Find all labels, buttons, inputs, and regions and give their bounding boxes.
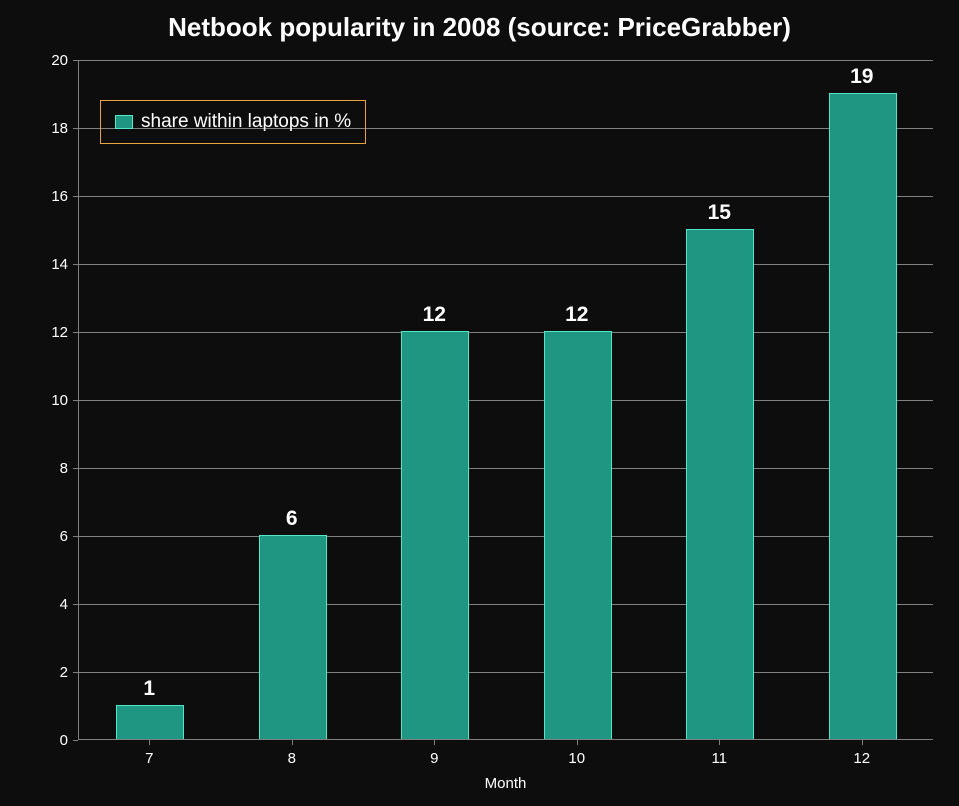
y-tick-mark	[73, 740, 78, 741]
y-tick-label: 4	[28, 596, 68, 613]
y-tick-mark	[73, 468, 78, 469]
chart-title: Netbook popularity in 2008 (source: Pric…	[0, 12, 959, 43]
y-tick-mark	[73, 264, 78, 265]
legend-swatch	[115, 115, 133, 129]
x-tick-label: 7	[119, 750, 179, 767]
x-tick-mark	[862, 740, 863, 745]
y-tick-mark	[73, 672, 78, 673]
bar-value-label: 1	[109, 677, 189, 701]
x-tick-mark	[577, 740, 578, 745]
x-axis-label: Month	[456, 775, 556, 792]
y-tick-mark	[73, 128, 78, 129]
y-tick-label: 8	[28, 460, 68, 477]
y-tick-mark	[73, 196, 78, 197]
grid-line	[79, 60, 933, 61]
x-tick-mark	[434, 740, 435, 745]
bar-value-label: 12	[537, 303, 617, 327]
bar-value-label: 15	[679, 201, 759, 225]
grid-line	[79, 196, 933, 197]
bar	[116, 705, 184, 739]
x-tick-label: 9	[404, 750, 464, 767]
y-tick-mark	[73, 400, 78, 401]
grid-line	[79, 672, 933, 673]
y-tick-label: 20	[28, 52, 68, 69]
x-tick-mark	[292, 740, 293, 745]
y-tick-label: 10	[28, 392, 68, 409]
y-tick-label: 14	[28, 256, 68, 273]
grid-line	[79, 468, 933, 469]
grid-line	[79, 264, 933, 265]
y-tick-label: 6	[28, 528, 68, 545]
x-tick-mark	[719, 740, 720, 745]
grid-line	[79, 332, 933, 333]
legend-text: share within laptops in %	[141, 111, 351, 133]
bar-value-label: 12	[394, 303, 474, 327]
chart-container: Netbook popularity in 2008 (source: Pric…	[0, 0, 959, 806]
bar-value-label: 6	[252, 507, 332, 531]
y-tick-label: 2	[28, 664, 68, 681]
grid-line	[79, 604, 933, 605]
y-tick-label: 12	[28, 324, 68, 341]
bar	[401, 331, 469, 739]
y-tick-label: 16	[28, 188, 68, 205]
x-tick-label: 10	[547, 750, 607, 767]
legend: share within laptops in %	[100, 100, 366, 144]
x-tick-mark	[149, 740, 150, 745]
bar-value-label: 19	[822, 65, 902, 89]
y-tick-label: 18	[28, 120, 68, 137]
y-tick-mark	[73, 332, 78, 333]
x-tick-label: 8	[262, 750, 322, 767]
bar	[686, 229, 754, 739]
bar	[829, 93, 897, 739]
y-tick-mark	[73, 60, 78, 61]
bar	[544, 331, 612, 739]
plot-area	[78, 60, 933, 740]
bar	[259, 535, 327, 739]
y-tick-mark	[73, 536, 78, 537]
x-tick-label: 11	[689, 750, 749, 767]
y-tick-label: 0	[28, 732, 68, 749]
x-tick-label: 12	[832, 750, 892, 767]
y-tick-mark	[73, 604, 78, 605]
grid-line	[79, 400, 933, 401]
grid-line	[79, 536, 933, 537]
